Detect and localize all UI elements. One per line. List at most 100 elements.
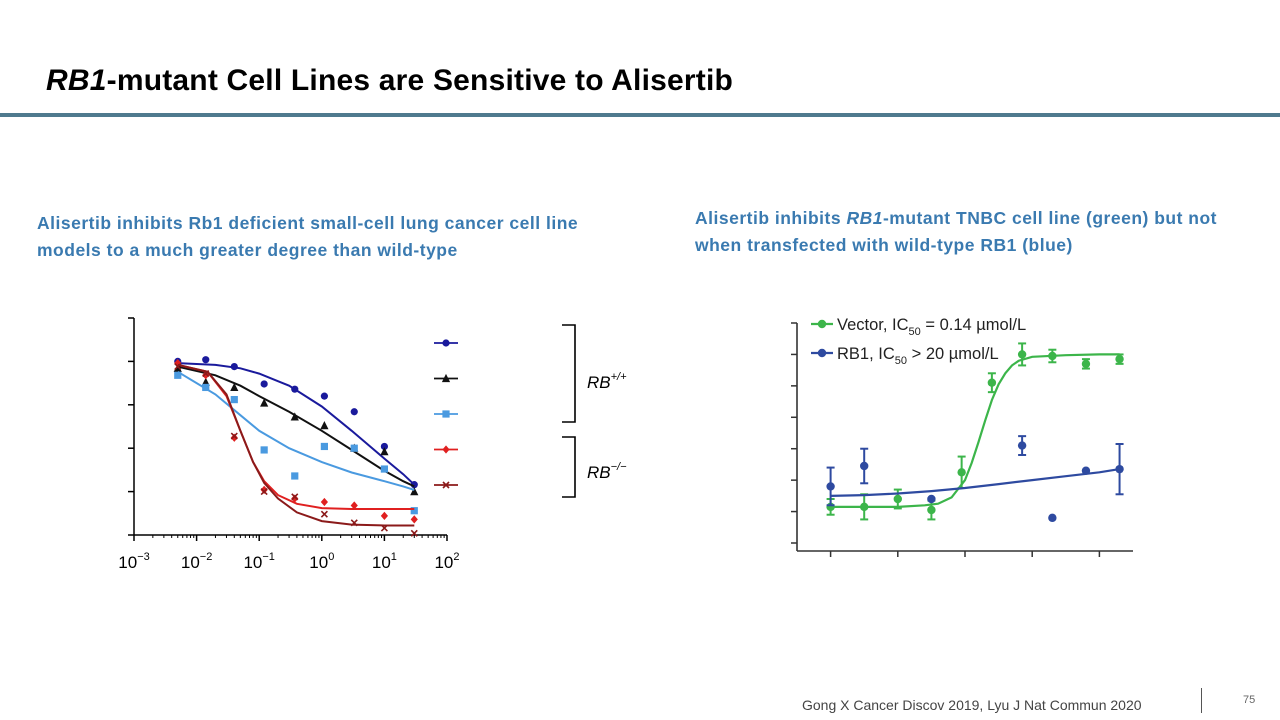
data-point [860,502,869,512]
group-bracket [562,324,576,423]
data-point [260,485,268,494]
data-point [174,363,182,371]
x-tick-exponent: −3 [137,551,150,563]
data-point [350,501,358,510]
data-point [1115,464,1124,474]
x-tick-exponent: 0 [328,551,334,563]
data-point [1048,351,1057,361]
x-tick-label: 10−3 [118,551,149,572]
data-point [1115,354,1124,364]
series-rb1 [826,435,1124,523]
series-h1650 [173,363,458,496]
caption-right: Alisertib inhibits RB1-mutant TNBC cell … [695,205,1235,259]
title-divider [0,113,1280,117]
x-tick-label: 102 [434,551,459,572]
data-point [320,510,328,518]
x-marker-stroke [291,493,299,501]
x-marker-stroke [320,510,328,518]
data-point [860,461,869,471]
x-tick-label: 10−1 [243,551,274,572]
legend-label: Vector, IC50 = 0.14 µmol/L [837,316,1026,338]
data-point [230,432,238,440]
data-point [202,383,210,392]
footer-separator [1201,688,1202,713]
data-point [291,472,299,480]
legend-subscript: 50 [909,326,921,338]
data-point [230,382,239,392]
fit-curve [177,362,415,486]
data-point [927,505,936,515]
x-tick-label: 10−2 [181,551,212,572]
x-marker-stroke [442,481,450,489]
x-marker-stroke [350,519,358,527]
data-point [1017,350,1027,359]
group-label-base: RB [587,463,611,482]
slide-title: RB1-mutant Cell Lines are Sensitive to A… [46,64,733,98]
data-point [320,497,328,507]
legend-suffix: > 20 µmol/L [907,345,999,363]
footer-citation: Gong X Cancer Discov 2019, Lyu J Nat Com… [802,697,1142,713]
data-point [320,442,328,451]
data-point [320,421,329,430]
data-point [202,369,210,378]
group-bracket [562,436,576,498]
x-marker-stroke [202,369,210,378]
data-point [1081,359,1091,369]
data-point [290,412,299,421]
group-label: RB+/+ [587,371,627,392]
data-point [350,519,358,527]
data-point [320,392,328,400]
x-marker-stroke [380,524,388,532]
fit-curve [177,365,415,488]
fit-curve [177,370,415,491]
data-point [380,442,388,451]
data-point [260,488,268,496]
data-point [410,515,418,524]
x-tick-base: 10 [309,553,328,572]
x-tick-base: 10 [372,553,391,572]
data-point [1017,441,1027,450]
legend-prefix: RB1, IC [837,345,895,363]
series-h82 [174,363,458,537]
data-point [1048,513,1057,523]
x-tick-base: 10 [181,553,200,572]
data-point [230,433,238,442]
series-vector [826,342,1124,521]
x-marker-stroke [230,432,238,440]
data-point [380,465,388,473]
group-label-base: RB [587,373,611,392]
data-point [174,371,182,379]
slide-title-italic: RB1 [46,64,107,97]
data-point [380,524,388,532]
x-marker-stroke [410,529,418,537]
data-point [260,398,269,407]
page-number: 75 [1243,694,1256,706]
legend-marker [442,481,450,489]
x-tick-base: 10 [243,553,262,572]
x-tick-exponent: 1 [391,551,397,563]
data-point [173,363,182,372]
data-point [987,378,997,387]
fit-curve [830,468,1120,497]
x-tick-exponent: −1 [262,551,275,563]
legend-marker [442,410,450,418]
data-point [350,444,358,452]
data-point [380,447,389,456]
data-point [202,371,210,380]
data-point [230,363,238,371]
data-point [260,380,268,388]
x-tick-base: 10 [434,553,453,572]
legend-marker [442,445,450,454]
group-label: RB−/− [587,461,627,482]
data-point [350,408,358,416]
legend-marker [442,339,450,347]
caption-right-post: -mutant TNBC cell line (green) but not w… [695,208,1217,255]
legend-marker [441,373,451,383]
legend-prefix: Vector, IC [837,316,909,334]
x-tick-label: 100 [309,551,334,572]
caption-right-pre: Alisertib inhibits [695,208,847,228]
data-point [826,482,835,491]
x-tick-exponent: −2 [200,551,213,563]
